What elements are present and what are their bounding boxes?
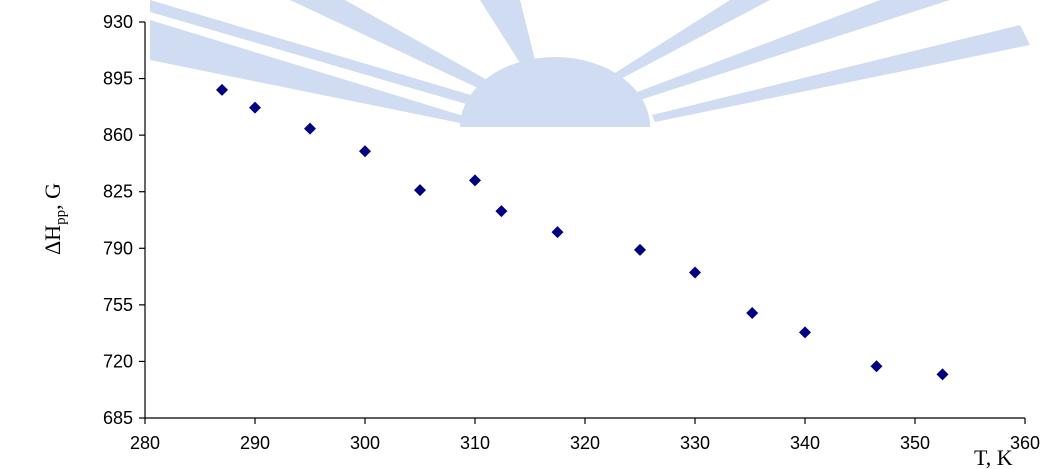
watermark-ray [607,0,770,82]
watermark-ray [652,25,1030,122]
data-point-marker [936,368,949,381]
x-tick-label: 280 [130,433,160,453]
y-tick-label: 685 [103,408,133,428]
watermark-ray [150,0,488,108]
data-point-marker [469,174,481,187]
data-point-marker [414,184,426,197]
data-point-marker [746,306,759,319]
data-point-marker [870,360,883,373]
data-point-marker [304,122,316,135]
data-point-marker [249,101,261,114]
y-tick-label: 790 [103,238,133,258]
y-tick-label: 720 [103,351,133,371]
x-tick-label: 310 [460,433,490,453]
x-tick-label: 350 [900,433,930,453]
data-point-marker [634,243,646,256]
y-axis-label: ΔHpp, G [40,183,69,255]
sunrise-watermark [150,0,1030,127]
y-tick-label: 860 [103,125,133,145]
data-point-marker [799,326,811,339]
watermark-ray [290,0,505,96]
x-tick-label: 340 [790,433,820,453]
data-point-marker [495,205,508,218]
x-tick-label: 330 [680,433,710,453]
x-tick-label: 290 [240,433,270,453]
y-axis-label-subscript: pp [53,210,69,225]
x-axis-ticks: 280 290 300 310 320 330 340 350 360 [130,418,1040,453]
y-axis-label-unit: , G [40,183,65,210]
data-point-marker [359,145,371,158]
y-axis-ticks: 685 720 755 790 825 860 895 930 [103,12,145,428]
data-point-marker [551,226,564,239]
watermark-ray [150,20,470,125]
watermark-sun [460,57,650,127]
data-points [216,83,949,381]
x-tick-label: 360 [1010,433,1040,453]
y-tick-label: 755 [103,295,133,315]
x-tick-label: 300 [350,433,380,453]
x-axis-label: T, K [974,445,1013,469]
y-tick-label: 895 [103,69,133,89]
data-point-marker [216,83,228,96]
y-tick-label: 930 [103,12,133,32]
y-axis-label-main: ΔH [40,225,65,255]
axes: 685 720 755 790 825 860 895 930 280 290 300 310 320… [103,12,1040,453]
data-point-marker [689,266,701,279]
x-tick-label: 320 [570,433,600,453]
y-tick-label: 825 [103,182,133,202]
watermark-ray [632,0,950,100]
